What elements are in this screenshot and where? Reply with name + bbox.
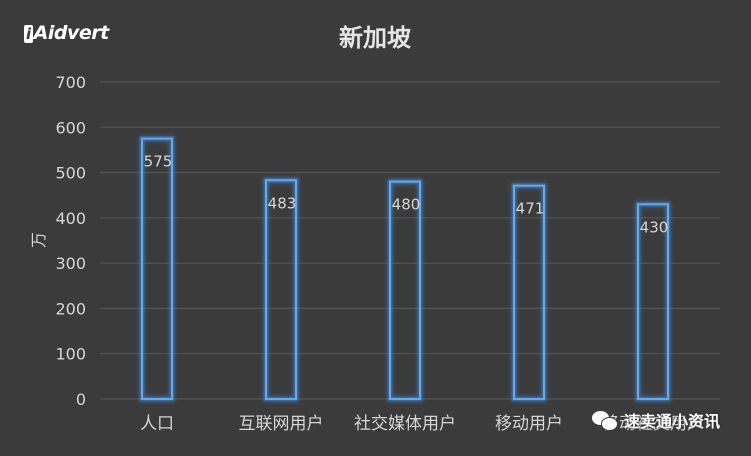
bar-glow — [139, 136, 175, 402]
y-tick-label: 400 — [55, 209, 86, 228]
gridlines — [100, 81, 720, 400]
y-tick-label: 0 — [76, 390, 86, 409]
bar-glow — [263, 177, 299, 402]
bar-glow — [387, 179, 423, 402]
bars — [139, 136, 671, 402]
x-tick-label: 互联网用户 — [239, 414, 324, 434]
y-tick-label: 500 — [55, 164, 86, 183]
data-label: 430 — [640, 218, 669, 236]
y-tick-label: 700 — [55, 73, 86, 92]
data-label: 483 — [268, 194, 297, 212]
logo-mark: i — [24, 25, 33, 43]
data-label: 480 — [392, 196, 421, 214]
y-axis-label: 万 — [29, 232, 48, 248]
data-label: 575 — [144, 153, 173, 171]
x-tick-label: 移动用户 — [495, 414, 563, 434]
data-label: 471 — [516, 200, 545, 218]
bar — [513, 184, 545, 400]
bar — [637, 203, 669, 400]
x-tick-label: 移动社交用户 — [602, 414, 704, 434]
y-tick-label: 600 — [55, 118, 86, 137]
x-axis-ticks: 人口 互联网用户 社交媒体用户 移动用户 移动社交用户 — [140, 414, 704, 434]
y-axis-ticks: 0 100 200 300 400 500 600 700 — [55, 73, 86, 409]
aidvert-logo: i Aidvert — [24, 22, 109, 44]
y-tick-label: 100 — [55, 345, 86, 364]
data-labels: 575 483 480 471 430 — [144, 153, 669, 237]
wechat-watermark: 速卖通小资讯 — [592, 408, 720, 432]
bar — [265, 179, 297, 400]
y-tick-label: 200 — [55, 299, 86, 318]
logo-text: Aidvert — [33, 22, 110, 44]
bar — [389, 180, 421, 400]
y-tick-label: 300 — [55, 254, 86, 273]
x-tick-label: 人口 — [140, 414, 174, 434]
watermark-text: 速卖通小资讯 — [624, 412, 721, 431]
wechat-icon — [592, 409, 618, 431]
bar — [141, 137, 173, 400]
chart-title: 新加坡 — [339, 24, 411, 52]
x-tick-label: 社交媒体用户 — [354, 414, 456, 434]
